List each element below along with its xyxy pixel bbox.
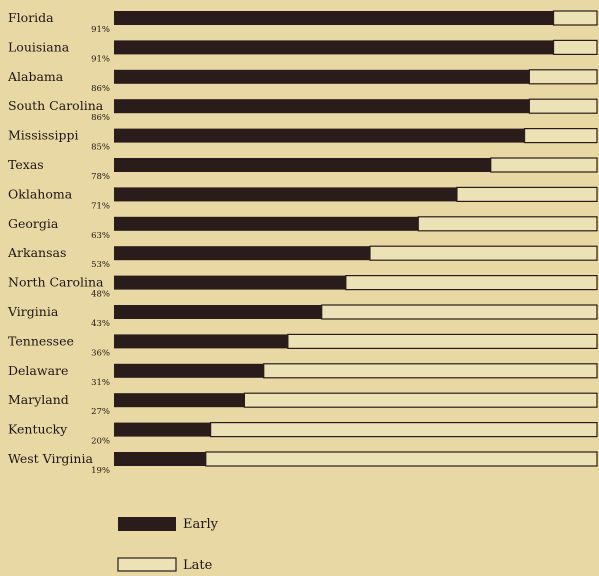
percent-label-north-carolina: 48% <box>91 290 110 300</box>
legend-swatch-late <box>117 557 177 572</box>
percent-label-kentucky: 20% <box>91 437 110 447</box>
legend-label-late: Late <box>183 558 213 573</box>
percent-label-alabama: 86% <box>91 84 110 94</box>
bar-late-arkansas <box>369 245 598 261</box>
percent-label-maryland: 27% <box>91 407 110 417</box>
legend-swatch-early <box>118 517 176 531</box>
category-label-louisiana: Louisiana <box>8 39 70 54</box>
bar-early-kentucky <box>114 422 211 437</box>
percent-label-tennessee: 36% <box>91 348 110 358</box>
legend-label-early: Early <box>183 517 219 532</box>
bar-late-oklahoma <box>456 186 598 202</box>
category-label-delaware: Delaware <box>8 363 68 378</box>
category-label-virginia: Virginia <box>7 304 59 319</box>
bar-early-north-carolina <box>114 275 346 290</box>
bar-late-west-virginia <box>205 451 598 467</box>
bar-early-west-virginia <box>114 452 206 466</box>
percent-label-texas: 78% <box>91 172 110 182</box>
category-label-georgia: Georgia <box>8 216 59 231</box>
bar-late-virginia <box>321 304 598 320</box>
bar-early-delaware <box>114 363 264 378</box>
bar-early-virginia <box>114 305 322 319</box>
bar-early-tennessee <box>114 334 288 349</box>
bar-early-south-carolina <box>114 99 530 114</box>
category-label-north-carolina: North Carolina <box>8 275 104 290</box>
percent-label-delaware: 31% <box>91 378 110 388</box>
percent-label-south-carolina: 86% <box>91 113 110 123</box>
bar-early-mississippi <box>114 128 525 143</box>
bar-early-georgia <box>114 216 419 231</box>
bar-early-oklahoma <box>114 187 457 202</box>
bar-early-maryland <box>114 393 245 408</box>
category-label-tennessee: Tennessee <box>8 333 74 348</box>
bar-late-tennessee <box>287 333 598 349</box>
bar-late-south-carolina <box>528 98 598 114</box>
percent-label-arkansas: 53% <box>91 260 110 270</box>
bar-late-louisiana <box>552 39 598 56</box>
category-label-arkansas: Arkansas <box>7 245 66 260</box>
bar-early-florida <box>114 11 554 25</box>
percent-label-west-virginia: 19% <box>91 466 110 476</box>
category-label-kentucky: Kentucky <box>8 422 68 437</box>
bar-early-louisiana <box>114 40 554 55</box>
category-label-south-carolina: South Carolina <box>8 98 104 113</box>
bar-late-north-carolina <box>345 275 598 291</box>
bar-late-florida <box>552 10 598 26</box>
percent-label-georgia: 63% <box>91 231 110 241</box>
bar-late-texas <box>490 157 598 173</box>
category-label-west-virginia: West Virginia <box>8 451 93 466</box>
bar-late-georgia <box>417 216 598 232</box>
bar-early-texas <box>114 158 491 172</box>
category-label-alabama: Alabama <box>7 69 64 84</box>
category-label-texas: Texas <box>8 157 44 172</box>
category-label-florida: Florida <box>8 10 54 25</box>
percent-label-mississippi: 85% <box>91 143 110 153</box>
bar-late-mississippi <box>523 128 598 144</box>
bar-late-alabama <box>528 69 598 85</box>
legend: Early Late <box>117 517 219 573</box>
category-label-oklahoma: Oklahoma <box>8 186 73 201</box>
category-label-maryland: Maryland <box>8 392 69 407</box>
percent-label-florida: 91% <box>91 25 110 35</box>
bar-late-delaware <box>263 363 598 379</box>
percent-label-louisiana: 91% <box>91 54 110 64</box>
bar-late-kentucky <box>210 422 598 438</box>
percent-label-oklahoma: 71% <box>91 201 110 211</box>
bar-late-maryland <box>243 392 598 408</box>
bar-early-arkansas <box>114 246 370 261</box>
bar-early-alabama <box>114 69 530 84</box>
category-label-mississippi: Mississippi <box>8 128 78 143</box>
percent-label-virginia: 43% <box>91 319 110 329</box>
